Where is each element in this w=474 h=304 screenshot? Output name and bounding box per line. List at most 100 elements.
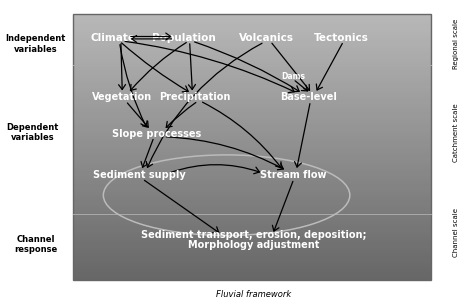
Bar (73, 245, 431, 248)
Bar (73, 48, 431, 51)
Bar (73, 202, 431, 205)
Bar (73, 210, 431, 213)
Text: Dams: Dams (281, 72, 305, 81)
Text: Precipitation: Precipitation (159, 92, 230, 102)
FancyArrowPatch shape (121, 43, 188, 92)
Bar (73, 117, 431, 120)
Text: Sediment transport, erosion, deposition;: Sediment transport, erosion, deposition; (141, 230, 366, 240)
FancyArrowPatch shape (145, 180, 219, 233)
Bar (73, 120, 431, 123)
Bar (73, 59, 431, 61)
Bar (73, 160, 431, 163)
Bar (73, 78, 431, 80)
FancyArrowPatch shape (171, 165, 259, 174)
Text: Base-level: Base-level (280, 92, 337, 102)
Text: Morphology adjustment: Morphology adjustment (188, 240, 319, 250)
Bar (73, 107, 431, 109)
Bar (73, 24, 431, 27)
Bar (73, 229, 431, 232)
Bar (73, 264, 431, 266)
Bar (73, 187, 431, 189)
Text: Channel scale: Channel scale (453, 208, 459, 257)
Bar (73, 104, 431, 107)
Bar (73, 14, 431, 16)
Bar (73, 157, 431, 160)
Bar (73, 205, 431, 208)
Text: Stream flow: Stream flow (260, 170, 326, 180)
FancyArrowPatch shape (295, 81, 308, 91)
Bar (73, 171, 431, 173)
Bar (73, 70, 431, 72)
Bar (73, 179, 431, 181)
FancyArrowPatch shape (130, 43, 186, 90)
Bar (73, 30, 431, 32)
Bar (73, 67, 431, 70)
Text: Slope processes: Slope processes (112, 129, 201, 139)
Bar (73, 226, 431, 229)
Bar (73, 22, 431, 24)
FancyArrowPatch shape (272, 43, 310, 90)
Bar (73, 269, 431, 272)
Text: Regional scale: Regional scale (453, 19, 459, 69)
Bar (73, 216, 431, 219)
Bar (73, 253, 431, 256)
Bar (73, 141, 431, 144)
Text: Sediment supply: Sediment supply (93, 170, 186, 180)
Bar (73, 88, 431, 91)
Bar (73, 27, 431, 30)
Bar (73, 165, 431, 168)
Bar (73, 250, 431, 253)
Bar (73, 243, 431, 245)
Bar (73, 248, 431, 250)
Text: Population: Population (152, 33, 216, 43)
Text: Independent
variables: Independent variables (5, 34, 66, 54)
Bar (73, 109, 431, 112)
Text: Fluvial framework: Fluvial framework (216, 290, 291, 299)
Bar (73, 274, 431, 277)
Bar (73, 75, 431, 78)
Bar (73, 112, 431, 115)
Bar (73, 232, 431, 234)
Bar (73, 147, 431, 149)
FancyArrowPatch shape (166, 137, 283, 170)
Bar (73, 256, 431, 258)
Bar (73, 258, 431, 261)
Text: Volcanics: Volcanics (239, 33, 294, 43)
Bar (73, 240, 431, 243)
Bar (73, 125, 431, 128)
Bar (73, 155, 431, 157)
Bar (73, 99, 431, 102)
Bar (73, 32, 431, 35)
Bar (73, 43, 431, 46)
Bar (73, 139, 431, 141)
Bar (73, 94, 431, 96)
Bar (73, 195, 431, 197)
FancyArrowPatch shape (202, 102, 281, 168)
Bar (73, 192, 431, 195)
Bar (73, 96, 431, 99)
Bar (73, 181, 431, 184)
FancyArrowPatch shape (125, 41, 294, 93)
Text: Vegetation: Vegetation (92, 92, 152, 102)
Bar (73, 197, 431, 200)
FancyArrowPatch shape (189, 44, 195, 89)
Text: Tectonics: Tectonics (314, 33, 369, 43)
Bar (73, 46, 431, 48)
Bar (73, 16, 431, 19)
FancyArrowPatch shape (294, 104, 310, 167)
Bar (73, 261, 431, 264)
Bar (73, 133, 431, 136)
Bar (73, 54, 431, 56)
FancyArrowPatch shape (146, 43, 262, 167)
Text: Climate: Climate (91, 33, 135, 43)
Bar (73, 14, 431, 280)
Bar (73, 128, 431, 131)
Bar (73, 163, 431, 165)
Bar (73, 173, 431, 176)
Text: Dependent
variables: Dependent variables (6, 123, 58, 142)
Bar (73, 83, 431, 85)
Bar (73, 234, 431, 237)
FancyArrowPatch shape (273, 181, 293, 231)
Bar (73, 176, 431, 179)
Bar (73, 152, 431, 155)
